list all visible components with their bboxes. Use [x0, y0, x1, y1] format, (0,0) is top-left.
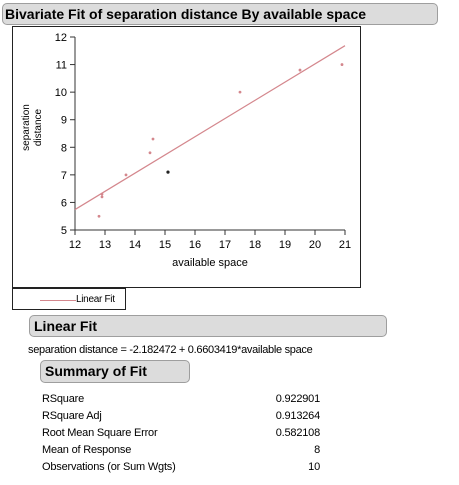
y-axis-title-line-2: distance: [33, 108, 44, 146]
y-tick-label: 7: [61, 170, 67, 182]
y-tick-label: 11: [56, 60, 67, 72]
summary-row: Mean of Response 8: [42, 442, 320, 459]
x-tick-label: 19: [279, 239, 291, 251]
data-point: [166, 170, 170, 174]
summary-label: RSquare Adj: [42, 410, 102, 422]
legend-line-swatch: [40, 300, 76, 301]
summary-row: Root Mean Square Error 0.582108: [42, 425, 320, 442]
y-tick-label: 12: [55, 32, 67, 44]
data-point: [97, 214, 101, 218]
summary-label: Observations (or Sum Wgts): [42, 461, 176, 473]
y-axis-title-line-1: separation: [21, 104, 32, 151]
x-tick-label: 18: [249, 239, 261, 251]
summary-table: RSquare 0.922901 RSquare Adj 0.913264 Ro…: [42, 391, 320, 476]
x-tick-label: 15: [159, 239, 171, 251]
summary-of-fit-header[interactable]: Summary of Fit: [40, 360, 190, 383]
x-tick-label: 16: [189, 239, 201, 251]
data-point: [100, 192, 104, 196]
linear-fit-header[interactable]: Linear Fit: [29, 315, 387, 337]
summary-label: RSquare: [42, 393, 85, 405]
y-tick-label: 8: [61, 142, 67, 154]
data-point: [298, 68, 302, 72]
summary-value: 10: [308, 461, 320, 473]
plot-frame: 12 13 14 15 16 17 18 19 20 21 5 6 7 8 9 10 11 12 available…: [12, 26, 361, 288]
x-tick-label: 21: [339, 239, 351, 251]
bivariate-fit-header[interactable]: Bivariate Fit of separation distance By …: [2, 3, 438, 25]
x-tick-label: 13: [99, 239, 111, 251]
x-tick-label: 17: [219, 239, 231, 251]
summary-label: Mean of Response: [42, 444, 132, 456]
y-tick-label: 6: [61, 197, 67, 209]
data-point: [238, 90, 242, 94]
data-point: [100, 195, 104, 199]
fit-equation: separation distance = -2.182472 + 0.6603…: [28, 344, 313, 356]
y-tick-label: 9: [61, 115, 67, 127]
data-point: [340, 63, 344, 66]
scatter-chart: 12 13 14 15 16 17 18 19 20 21 5 6 7 8 9 10 11 12 available…: [21, 32, 351, 269]
x-tick-label: 20: [309, 239, 321, 251]
legend: Linear Fit: [12, 288, 126, 310]
x-axis-title: available space: [172, 257, 248, 269]
x-tick-label: 12: [69, 239, 81, 251]
y-tick-label: 10: [55, 87, 67, 99]
summary-label: Root Mean Square Error: [42, 427, 158, 439]
summary-row: RSquare 0.922901: [42, 391, 320, 408]
summary-value: 0.582108: [275, 427, 320, 439]
y-tick-label: 5: [61, 225, 67, 237]
summary-value: 8: [314, 444, 320, 456]
data-point: [151, 137, 155, 141]
x-tick-label: 14: [129, 239, 141, 251]
data-point: [124, 173, 128, 177]
summary-value: 0.922901: [275, 393, 320, 405]
data-point: [148, 151, 152, 155]
summary-value: 0.913264: [275, 410, 320, 422]
linear-fit-line: [74, 45, 346, 211]
legend-label: Linear Fit: [76, 294, 115, 305]
summary-row: RSquare Adj 0.913264: [42, 408, 320, 425]
summary-row: Observations (or Sum Wgts) 10: [42, 459, 320, 476]
